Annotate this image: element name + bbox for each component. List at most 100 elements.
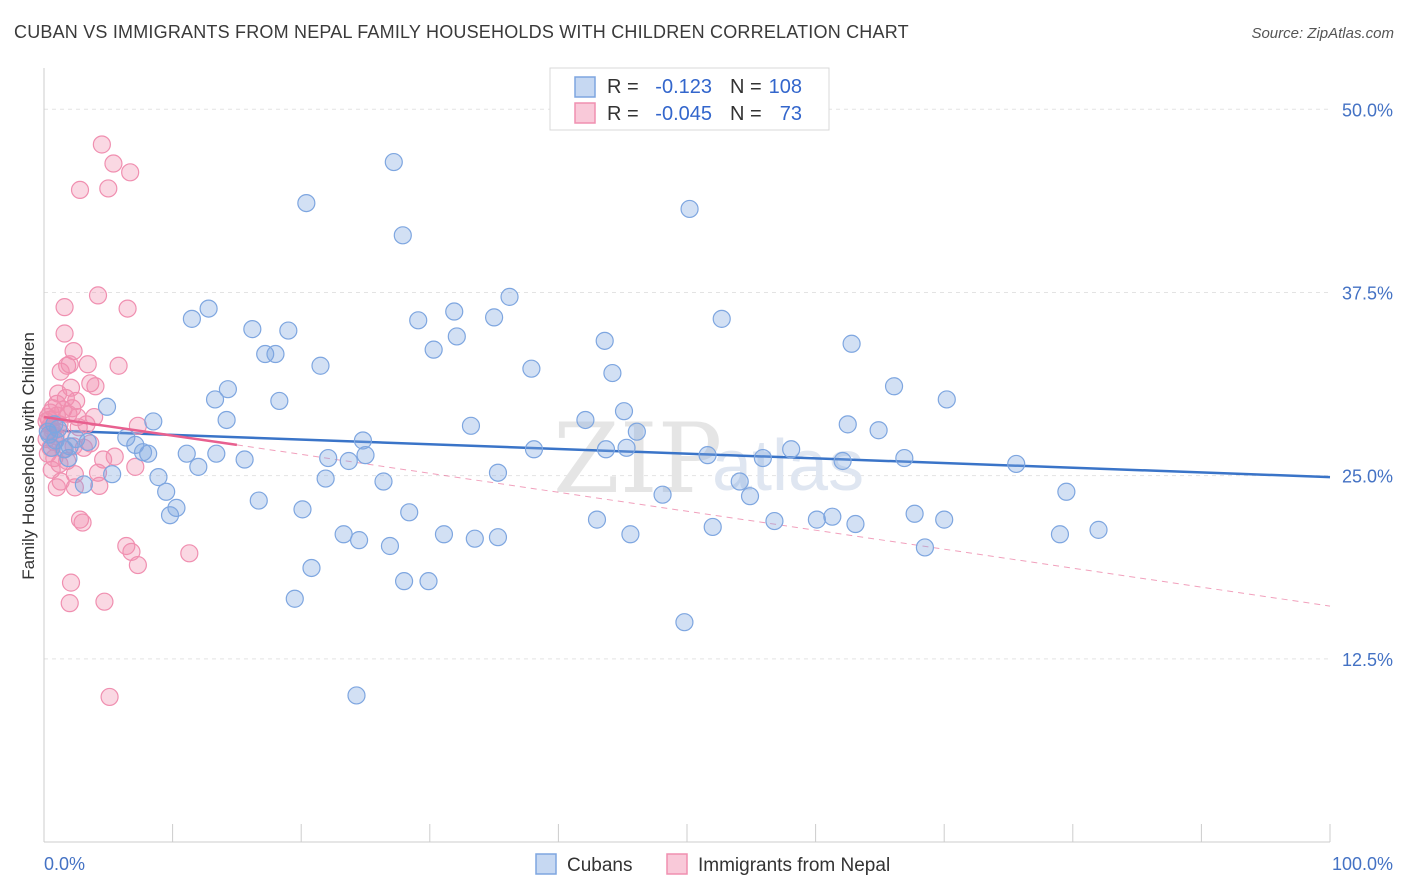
point-cubans-33 bbox=[461, 416, 481, 435]
point-cubans-27 bbox=[97, 397, 117, 416]
point-cubans-64 bbox=[189, 457, 208, 476]
point-cubans-86 bbox=[765, 511, 784, 531]
point-cubans-4 bbox=[500, 287, 519, 306]
point-cubans-5 bbox=[199, 299, 218, 318]
legend-r-label-nepal: R = bbox=[607, 103, 639, 125]
legend-n-label-nepal: N = bbox=[730, 103, 762, 125]
point-cubans-51 bbox=[139, 444, 158, 463]
point-cubans-74 bbox=[653, 485, 672, 504]
point-cubans-93 bbox=[621, 525, 640, 544]
point-cubans-98 bbox=[915, 538, 935, 557]
point-cubans-82 bbox=[905, 504, 924, 523]
legend-n-value-nepal: 73 bbox=[780, 103, 802, 125]
point-nepal-2 bbox=[121, 163, 140, 182]
point-nepal-6 bbox=[118, 299, 137, 318]
point-cubans-85 bbox=[703, 517, 722, 537]
point-cubans-42 bbox=[78, 432, 97, 452]
y-tick-label-3: 50.0% bbox=[1342, 100, 1393, 120]
point-cubans-105 bbox=[40, 425, 59, 444]
point-cubans-91 bbox=[465, 529, 484, 548]
trend-nepal bbox=[43, 415, 238, 447]
point-cubans-13 bbox=[712, 309, 731, 328]
point-cubans-67 bbox=[74, 475, 93, 494]
watermark-zip: ZIP bbox=[553, 403, 722, 515]
point-nepal-65 bbox=[95, 592, 114, 611]
point-cubans-16 bbox=[256, 344, 275, 364]
legend-r-label-cubans: R = bbox=[607, 76, 639, 98]
point-nepal-5 bbox=[88, 286, 108, 305]
point-cubans-30 bbox=[576, 410, 595, 430]
point-cubans-76 bbox=[249, 491, 268, 510]
point-nepal-15 bbox=[81, 374, 100, 393]
point-nepal-12 bbox=[109, 356, 128, 375]
point-cubans-78 bbox=[167, 498, 186, 517]
point-cubans-3 bbox=[393, 226, 412, 245]
point-cubans-2 bbox=[680, 199, 699, 219]
point-nepal-0 bbox=[92, 135, 111, 154]
point-cubans-43 bbox=[126, 435, 145, 454]
legend-n-label-cubans: N = bbox=[730, 76, 762, 98]
point-cubans-26 bbox=[937, 390, 956, 409]
point-cubans-103 bbox=[675, 613, 694, 632]
point-cubans-56 bbox=[753, 448, 772, 468]
point-cubans-54 bbox=[356, 446, 375, 465]
point-nepal-3 bbox=[99, 179, 118, 198]
point-cubans-77 bbox=[293, 500, 312, 519]
legend-item-nepal-swatch bbox=[666, 853, 688, 875]
stats-legend: R = -0.123 N = 108 R = -0.045 N = 73 bbox=[549, 67, 830, 131]
point-cubans-34 bbox=[627, 422, 646, 441]
point-cubans-58 bbox=[319, 448, 338, 468]
x-tick-label-0: 0.0% bbox=[44, 854, 85, 874]
point-cubans-47 bbox=[596, 440, 616, 459]
watermark-atlas: atlas bbox=[712, 426, 864, 506]
point-nepal-54 bbox=[47, 478, 66, 497]
point-cubans-39 bbox=[67, 429, 86, 449]
point-cubans-48 bbox=[617, 438, 636, 457]
point-cubans-21 bbox=[603, 363, 622, 383]
point-nepal-59 bbox=[117, 536, 136, 556]
point-cubans-97 bbox=[380, 536, 400, 556]
point-cubans-101 bbox=[419, 572, 438, 591]
stats-legend-frame bbox=[549, 67, 830, 131]
point-cubans-35 bbox=[838, 415, 857, 434]
legend-n-value-cubans: 108 bbox=[769, 76, 802, 98]
legend-swatch-cubans bbox=[574, 76, 596, 98]
point-cubans-0 bbox=[384, 152, 403, 172]
point-cubans-71 bbox=[730, 472, 749, 491]
point-cubans-96 bbox=[349, 531, 369, 550]
legend-r-value-cubans: -0.123 bbox=[655, 76, 712, 98]
point-nepal-7 bbox=[55, 298, 74, 317]
point-cubans-70 bbox=[374, 472, 393, 491]
point-cubans-73 bbox=[1057, 482, 1076, 501]
point-cubans-87 bbox=[846, 514, 865, 534]
legend-r-value-nepal: -0.045 bbox=[655, 103, 712, 125]
series-cubans-points bbox=[38, 152, 1108, 705]
point-cubans-22 bbox=[884, 377, 904, 396]
x-tick-label-1: 100.0% bbox=[1332, 854, 1393, 874]
y-tick-label-2: 37.5% bbox=[1342, 283, 1393, 303]
point-nepal-56 bbox=[90, 476, 109, 496]
legend-item-cubans-label: Cubans bbox=[567, 855, 633, 876]
point-cubans-40 bbox=[353, 431, 373, 450]
point-cubans-92 bbox=[488, 528, 508, 547]
series-legend: Cubans Immigrants from Nepal bbox=[535, 853, 890, 876]
point-cubans-99 bbox=[302, 558, 321, 578]
point-cubans-60 bbox=[235, 450, 254, 469]
legend-swatch-nepal bbox=[574, 102, 596, 124]
point-cubans-8 bbox=[485, 308, 504, 327]
point-cubans-29 bbox=[217, 410, 236, 430]
chart-title: CUBAN VS IMMIGRANTS FROM NEPAL FAMILY HO… bbox=[14, 22, 909, 42]
point-cubans-1 bbox=[297, 193, 316, 213]
point-cubans-20 bbox=[522, 359, 541, 378]
point-cubans-7 bbox=[182, 309, 201, 328]
point-cubans-95 bbox=[1089, 520, 1108, 539]
y-tick-label-0: 12.5% bbox=[1342, 650, 1393, 670]
point-nepal-68 bbox=[54, 400, 73, 419]
point-nepal-52 bbox=[88, 463, 108, 482]
point-nepal-46 bbox=[105, 447, 124, 466]
point-cubans-31 bbox=[144, 412, 163, 431]
point-cubans-61 bbox=[833, 451, 852, 471]
point-cubans-12 bbox=[447, 327, 466, 346]
point-nepal-66 bbox=[100, 687, 119, 707]
